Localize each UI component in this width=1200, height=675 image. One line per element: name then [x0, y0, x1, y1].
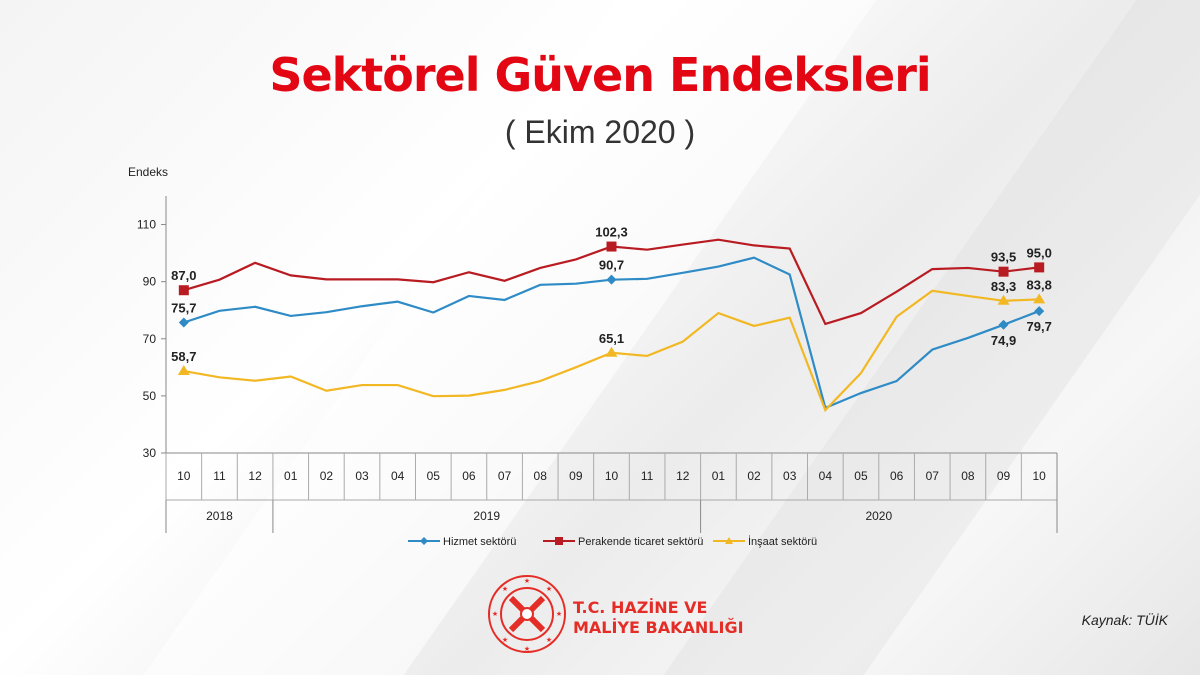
x-tick-label: 03	[355, 469, 369, 483]
source-note: Kaynak: TÜİK	[1081, 612, 1168, 628]
svg-text:★: ★	[502, 585, 508, 593]
data-label: 83,8	[1027, 277, 1052, 292]
x-tick-label: 09	[569, 469, 583, 483]
x-tick-label: 11	[641, 469, 654, 483]
x-tick-label: 04	[391, 469, 405, 483]
data-label: 75,7	[171, 301, 196, 316]
y-tick-label: 30	[143, 446, 157, 460]
ministry-name: T.C. HAZİNE VE MALİYE BAKANLIĞI	[573, 598, 744, 638]
data-point-diamond	[1034, 306, 1045, 317]
x-tick-label: 10	[605, 469, 619, 483]
year-label: 2020	[865, 509, 892, 523]
data-label: 87,0	[171, 268, 196, 283]
ministry-name-line2: MALİYE BAKANLIĞI	[573, 618, 744, 637]
x-tick-label: 01	[712, 469, 726, 483]
data-label: 90,7	[599, 258, 624, 273]
year-label: 2018	[206, 509, 233, 523]
x-tick-label: 12	[676, 469, 690, 483]
legend-triangle-marker	[725, 537, 733, 544]
x-tick-label: 02	[320, 469, 334, 483]
data-point-diamond	[606, 274, 617, 285]
y-tick-label: 70	[143, 332, 157, 346]
year-label: 2019	[473, 509, 500, 523]
x-tick-label: 03	[783, 469, 797, 483]
x-tick-label: 08	[534, 469, 548, 483]
x-tick-label: 07	[926, 469, 940, 483]
ministry-name-line1: T.C. HAZİNE VE	[573, 598, 708, 617]
data-label: 93,5	[991, 250, 1016, 265]
data-point-square	[178, 285, 189, 296]
x-tick-label: 06	[462, 469, 476, 483]
x-tick-label: 11	[213, 469, 226, 483]
svg-text:★: ★	[556, 610, 562, 618]
data-point-square	[1034, 262, 1045, 273]
ministry-logo: ★ ★ ★ ★ ★ ★ ★ ★	[488, 575, 566, 653]
legend-label: Hizmet sektörü	[443, 536, 516, 548]
svg-text:★: ★	[502, 636, 508, 644]
y-tick-label: 50	[143, 389, 157, 403]
y-tick-label: 90	[143, 275, 157, 289]
legend-diamond-marker	[420, 537, 428, 545]
x-tick-label: 05	[427, 469, 441, 483]
data-point-triangle	[1033, 293, 1046, 304]
x-tick-label: 12	[248, 469, 262, 483]
page-subtitle: ( Ekim 2020 )	[504, 114, 696, 150]
svg-text:★: ★	[524, 645, 530, 653]
data-point-square	[998, 266, 1009, 277]
x-tick-label: 10	[1033, 469, 1047, 483]
data-point-square	[606, 241, 617, 252]
legend-label: İnşaat sektörü	[748, 535, 817, 548]
x-tick-label: 04	[819, 469, 833, 483]
x-tick-label: 09	[997, 469, 1011, 483]
legend-square-marker	[555, 537, 563, 545]
data-label: 79,7	[1027, 319, 1052, 334]
page-title: Sektörel Güven Endeksleri	[269, 48, 931, 102]
x-tick-label: 01	[284, 469, 298, 483]
data-point-triangle	[177, 365, 190, 376]
x-tick-label: 02	[747, 469, 761, 483]
data-point-diamond	[998, 319, 1009, 330]
x-tick-label: 06	[890, 469, 904, 483]
svg-text:★: ★	[524, 577, 530, 585]
svg-text:★: ★	[546, 636, 552, 644]
data-label: 102,3	[595, 225, 628, 240]
x-tick-label: 05	[854, 469, 868, 483]
data-label: 65,1	[599, 331, 624, 346]
svg-text:★: ★	[492, 610, 498, 618]
x-tick-label: 10	[177, 469, 191, 483]
svg-text:★: ★	[546, 585, 552, 593]
data-point-diamond	[178, 317, 189, 328]
data-point-triangle	[605, 346, 618, 357]
legend-label: Perakende ticaret sektörü	[578, 536, 703, 548]
data-label: 95,0	[1027, 245, 1052, 260]
data-label: 83,3	[991, 279, 1016, 294]
data-label: 58,7	[171, 349, 196, 364]
data-point-triangle	[997, 294, 1010, 305]
data-label: 74,9	[991, 333, 1016, 348]
x-tick-label: 08	[961, 469, 975, 483]
y-tick-label: 110	[137, 218, 156, 232]
y-axis-label: Endeks	[128, 165, 168, 179]
x-tick-label: 07	[498, 469, 512, 483]
